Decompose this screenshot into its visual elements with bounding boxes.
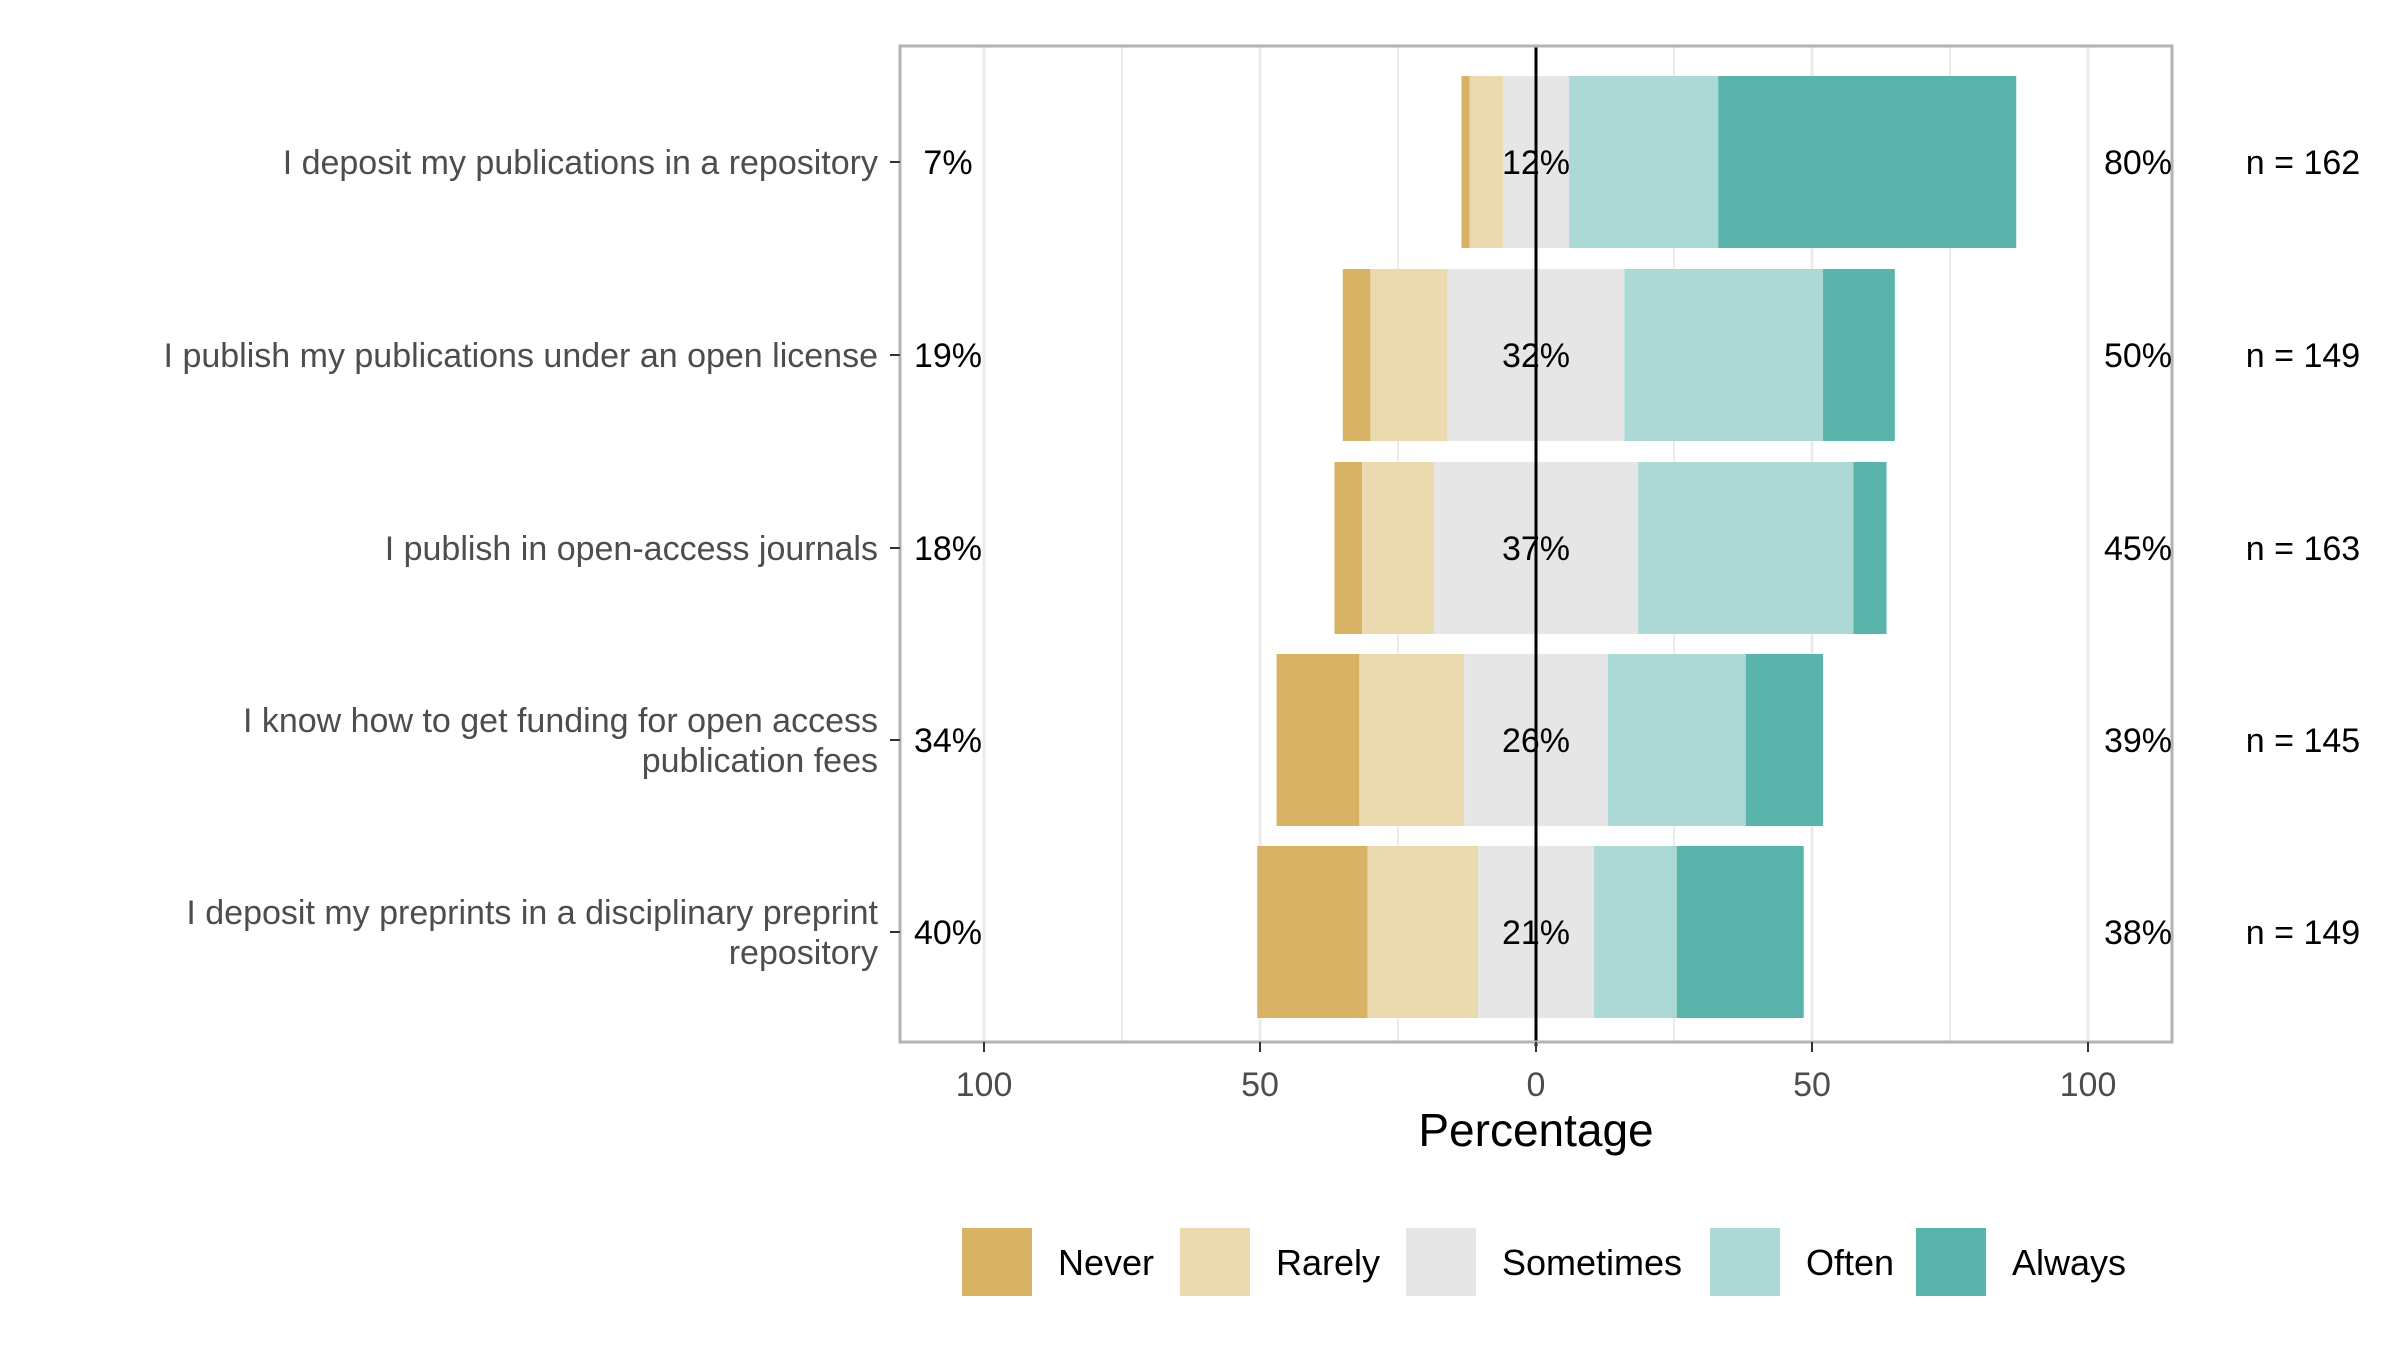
legend-key-always (1916, 1228, 1986, 1296)
category-labels: I deposit my publications in a repositor… (164, 144, 900, 972)
center-percent-label: 21% (1502, 914, 1570, 952)
category-label: repository (729, 934, 878, 972)
category-label: I publish in open-access journals (385, 530, 878, 568)
bar-often-1 (1569, 76, 1719, 248)
center-percent-label: 26% (1502, 722, 1570, 760)
center-percent-labels: 12% 32% 37% 26% 21% (1502, 144, 1570, 952)
bar-never-5 (1257, 846, 1368, 1018)
n-labels: n = 162 n = 149 n = 163 n = 145 n = 149 (2246, 144, 2360, 952)
right-percent-label: 39% (2104, 722, 2172, 760)
bar-often-5 (1593, 846, 1677, 1018)
legend: Never Rarely Sometimes Often Always (962, 1228, 2126, 1296)
bar-rarely-1 (1469, 76, 1503, 248)
x-tick-label: 0 (1527, 1066, 1546, 1104)
bar-never-1 (1461, 76, 1470, 248)
bar-always-2 (1823, 269, 1895, 441)
legend-label-never: Never (1058, 1242, 1154, 1283)
right-percent-label: 38% (2104, 914, 2172, 952)
bar-rarely-2 (1370, 269, 1448, 441)
x-tick-label: 50 (1241, 1066, 1279, 1104)
bar-always-1 (1718, 76, 2017, 248)
legend-label-often: Often (1806, 1242, 1894, 1283)
legend-key-rarely (1180, 1228, 1250, 1296)
bar-never-3 (1334, 462, 1363, 634)
bar-rarely-3 (1362, 462, 1434, 634)
bar-rarely-5 (1367, 846, 1479, 1018)
n-label: n = 163 (2246, 530, 2360, 568)
center-percent-label: 32% (1502, 337, 1570, 375)
right-percent-label: 80% (2104, 144, 2172, 182)
category-label: publication fees (642, 742, 878, 780)
legend-label-always: Always (2012, 1242, 2126, 1283)
bar-often-4 (1607, 654, 1746, 826)
legend-key-often (1710, 1228, 1780, 1296)
bar-always-3 (1853, 462, 1887, 634)
n-label: n = 149 (2246, 914, 2360, 952)
bar-rarely-4 (1359, 654, 1465, 826)
bars (1257, 76, 2017, 1018)
bar-often-2 (1624, 269, 1824, 441)
n-label: n = 149 (2246, 337, 2360, 375)
legend-label-sometimes: Sometimes (1502, 1242, 1682, 1283)
left-percent-label: 7% (923, 144, 972, 182)
category-label: I deposit my preprints in a disciplinary… (186, 894, 878, 932)
category-label: I know how to get funding for open acces… (243, 702, 878, 740)
x-tick-label: 50 (1793, 1066, 1831, 1104)
x-axis-ticks: 100 50 0 50 100 (956, 1042, 2117, 1104)
x-tick-label: 100 (956, 1066, 1013, 1104)
right-percent-labels: 80% 50% 45% 39% 38% (2104, 144, 2172, 952)
category-label: I deposit my publications in a repositor… (283, 144, 878, 182)
n-label: n = 145 (2246, 722, 2360, 760)
bar-never-2 (1342, 269, 1371, 441)
x-axis-title: Percentage (1418, 1104, 1653, 1156)
bar-always-5 (1676, 846, 1804, 1018)
center-percent-label: 12% (1502, 144, 1570, 182)
left-percent-label: 18% (914, 530, 982, 568)
x-tick-label: 100 (2060, 1066, 2117, 1104)
right-percent-label: 50% (2104, 337, 2172, 375)
bar-always-4 (1745, 654, 1824, 826)
left-percent-label: 19% (914, 337, 982, 375)
bar-often-3 (1638, 462, 1854, 634)
legend-key-never (962, 1228, 1032, 1296)
n-label: n = 162 (2246, 144, 2360, 182)
category-label: I publish my publications under an open … (164, 337, 878, 375)
legend-key-sometimes (1406, 1228, 1476, 1296)
left-percent-labels: 7% 19% 18% 34% 40% (914, 144, 982, 952)
bar-never-4 (1276, 654, 1360, 826)
legend-label-rarely: Rarely (1276, 1242, 1380, 1283)
center-percent-label: 37% (1502, 530, 1570, 568)
left-percent-label: 34% (914, 722, 982, 760)
right-percent-label: 45% (2104, 530, 2172, 568)
left-percent-label: 40% (914, 914, 982, 952)
